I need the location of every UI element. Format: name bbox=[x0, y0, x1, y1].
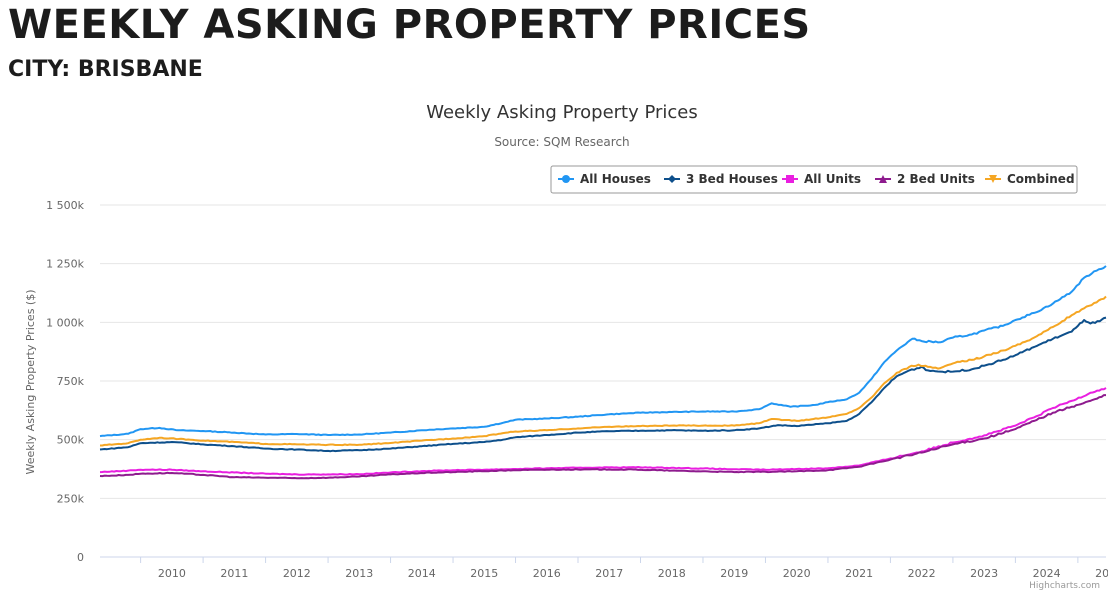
x-tick-label: 2013 bbox=[345, 567, 373, 580]
series-line-combined[interactable] bbox=[100, 295, 1107, 447]
legend-item-3-bed-houses[interactable]: 3 Bed Houses bbox=[664, 172, 778, 186]
legend-marker-icon bbox=[562, 175, 570, 183]
series-lines bbox=[99, 265, 1107, 480]
legend-label: 2 Bed Units bbox=[897, 172, 975, 186]
legend-label: Combined bbox=[1007, 172, 1075, 186]
x-tick-label: 2023 bbox=[970, 567, 998, 580]
legend-item-all-units[interactable]: All Units bbox=[782, 172, 861, 186]
y-tick-label: 1 250k bbox=[46, 258, 84, 271]
x-tick-label: 2015 bbox=[470, 567, 498, 580]
city-heading: CITY: BRISBANE bbox=[8, 57, 203, 82]
series-line-3-bed-houses[interactable] bbox=[99, 316, 1107, 453]
legend-item-combined[interactable]: Combined bbox=[985, 172, 1075, 186]
grid-lines bbox=[100, 204, 1106, 499]
series-line-2-bed-units[interactable] bbox=[99, 394, 1106, 480]
x-tick-label: 2019 bbox=[720, 567, 748, 580]
legend-box bbox=[550, 165, 1078, 194]
legend-marker-icon bbox=[668, 175, 676, 183]
y-tick-label: 750k bbox=[57, 375, 85, 388]
credits-link[interactable]: Highcharts.com bbox=[1029, 581, 1100, 591]
y-tick-label: 0 bbox=[77, 551, 84, 564]
legend-item-all-houses[interactable]: All Houses bbox=[558, 172, 651, 186]
x-tick-label: 2011 bbox=[220, 567, 248, 580]
y-tick-label: 1 500k bbox=[46, 199, 84, 212]
y-tick-label: 1 000k bbox=[46, 316, 84, 329]
legend-item-2-bed-units[interactable]: 2 Bed Units bbox=[875, 172, 975, 186]
x-tick-label: 2012 bbox=[283, 567, 311, 580]
x-tick-label: 2014 bbox=[408, 567, 436, 580]
x-tick-label: 2025 bbox=[1095, 567, 1108, 580]
chart-title: Weekly Asking Property Prices bbox=[426, 102, 698, 123]
series-line-all-houses[interactable] bbox=[99, 265, 1107, 438]
legend-marker-icon bbox=[879, 175, 887, 183]
legend-marker-icon bbox=[786, 175, 794, 183]
x-tick-label: 2024 bbox=[1033, 567, 1061, 580]
y-axis-title: Weekly Asking Property Prices ($) bbox=[24, 289, 37, 474]
chart-subtitle: Source: SQM Research bbox=[494, 135, 629, 149]
x-tick-label: 2010 bbox=[158, 567, 186, 580]
legend-label: All Houses bbox=[580, 172, 651, 186]
x-tick-label: 2016 bbox=[533, 567, 561, 580]
x-tick-label: 2018 bbox=[658, 567, 686, 580]
legend-label: 3 Bed Houses bbox=[686, 172, 778, 186]
page-heading: WEEKLY ASKING PROPERTY PRICES bbox=[8, 2, 811, 48]
legend-marker-icon bbox=[989, 175, 997, 183]
y-tick-label: 500k bbox=[57, 434, 85, 447]
legend-label: All Units bbox=[804, 172, 861, 186]
x-tick-label: 2017 bbox=[595, 567, 623, 580]
x-tick-label: 2021 bbox=[845, 567, 873, 580]
y-tick-label: 250k bbox=[57, 492, 85, 505]
x-tick-label: 2022 bbox=[908, 567, 936, 580]
x-tick-label: 2020 bbox=[783, 567, 811, 580]
axes: 0 250k 500k 750k 1 000k 1 250k 1 500k 2010 2011 2… bbox=[46, 199, 1108, 580]
legend[interactable]: All Houses 3 Bed Houses All Units 2 Bed Uni… bbox=[550, 165, 1078, 194]
